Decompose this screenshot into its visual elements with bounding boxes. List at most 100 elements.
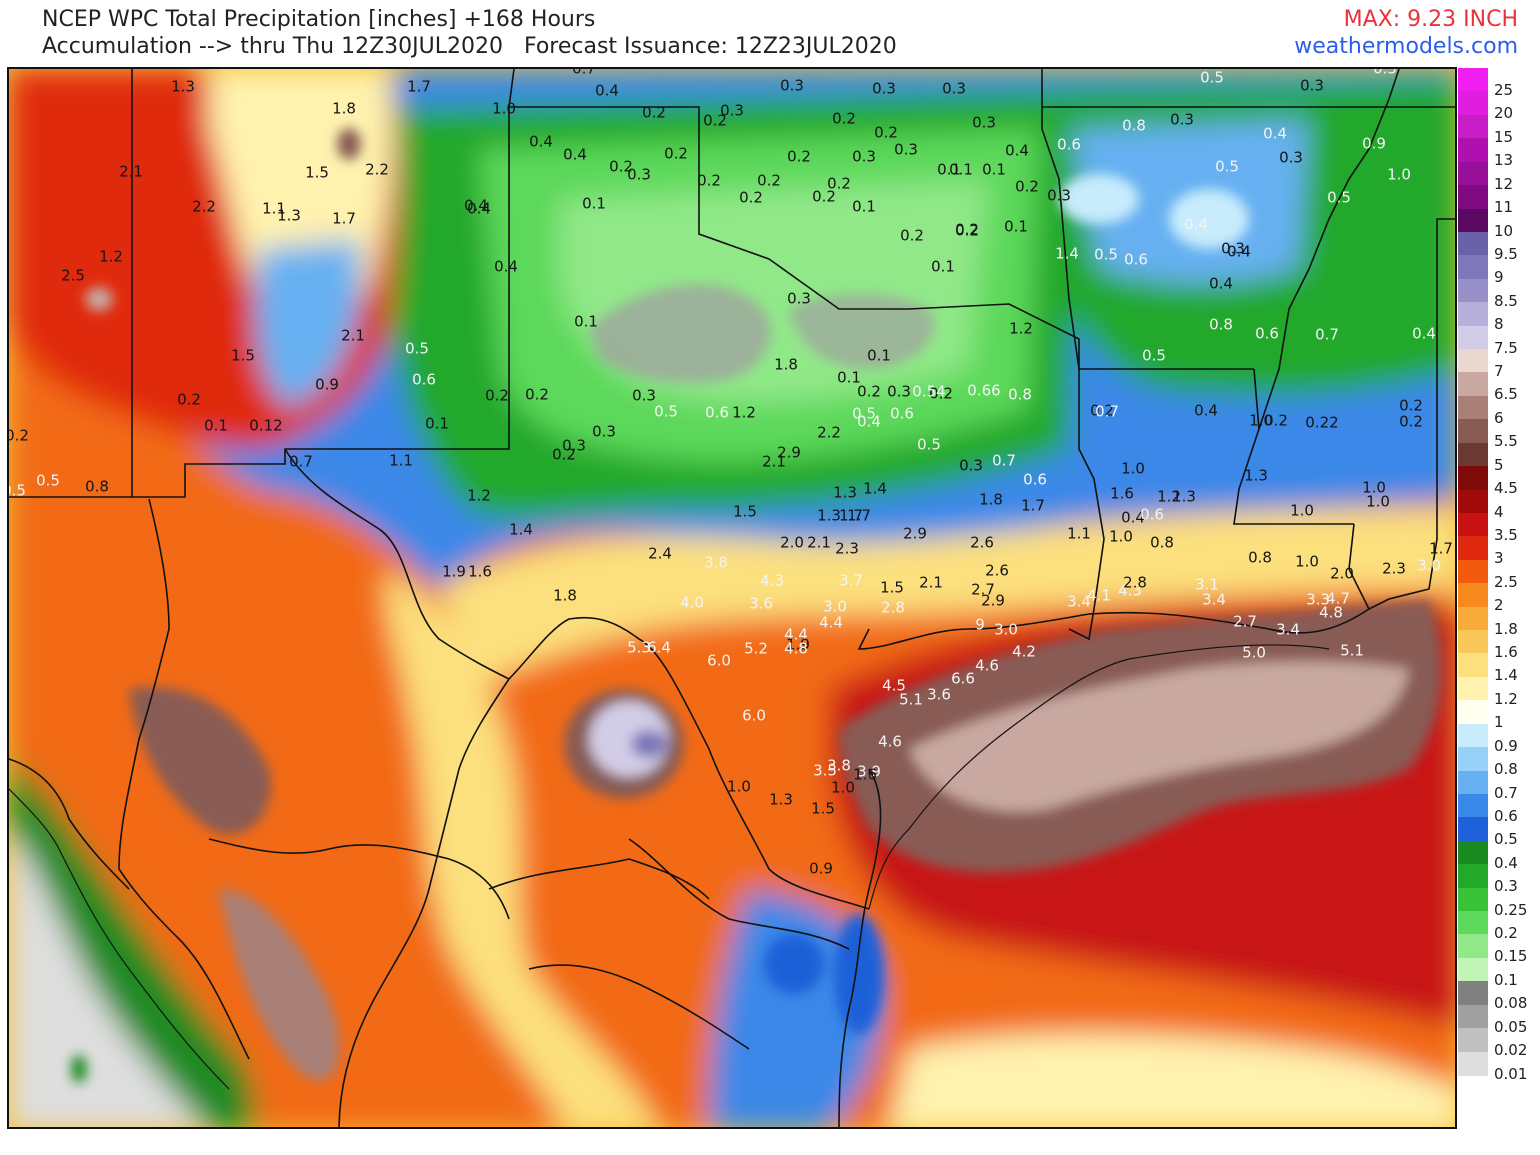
colorbar-segment (1458, 840, 1488, 865)
precip-value-label: 2.1 (341, 326, 365, 345)
colorbar-tick-label: 2 (1494, 596, 1504, 615)
precip-value-label: 5.0 (1242, 643, 1266, 662)
precip-value-label: 4.6 (878, 732, 902, 751)
precip-value-label: 0.3 (562, 436, 586, 455)
colorbar-tick-label: 0.7 (1494, 783, 1518, 802)
precip-value-label: 2.7 (971, 580, 995, 599)
precip-value-label: 1.2 (1009, 319, 1033, 338)
precip-value-label: 0.2 (697, 171, 721, 190)
precip-value-label: 2.0 (780, 533, 804, 552)
precip-value-label: 0.12 (249, 416, 283, 435)
colorbar-tick-label: 0.4 (1494, 853, 1518, 872)
precip-value-label: 0.3 (887, 382, 911, 401)
precip-value-label: 4.7 (1326, 589, 1350, 608)
precip-value-label: 1.5 (231, 346, 255, 365)
precip-value-label: 4.3 (760, 571, 784, 590)
colorbar-segment (1458, 278, 1488, 303)
colorbar-tick-label: 1.6 (1494, 643, 1518, 662)
precip-value-label: 3.5 (813, 761, 837, 780)
precip-value-label: 0.3 (959, 456, 983, 475)
precip-value-label: 0.1 (852, 197, 876, 216)
precip-value-label: 2.9 (903, 524, 927, 543)
site-link[interactable]: weathermodels.com (1294, 34, 1518, 59)
colorbar-segment (1458, 466, 1488, 491)
precip-value-label: 0.6 (1255, 324, 1279, 343)
colorbar-segment (1458, 231, 1488, 256)
precip-value-label: 1.6 (1110, 484, 1134, 503)
precip-value-label: 0.1 (1004, 217, 1028, 236)
precip-value-label: 0.2 (485, 386, 509, 405)
precip-value-label: 0.5 (917, 435, 941, 454)
precip-value-label: 0.4 (1412, 324, 1436, 343)
precip-value-label: 1.0 (1121, 459, 1145, 478)
precip-value-label: 1.4 (509, 520, 533, 539)
map-subtitle: Accumulation --> thru Thu 12Z30JUL2020 F… (42, 34, 897, 59)
colorbar-tick-label: 0.3 (1494, 877, 1518, 896)
precip-value-label: 0.4 (595, 81, 619, 100)
precip-value-label: 1.1 (262, 199, 286, 218)
precip-value-label: 0.2 (642, 103, 666, 122)
colorbar-tick-label: 12 (1494, 174, 1514, 193)
precip-value-label: 0.3 (852, 147, 876, 166)
precip-value-label: 0.2 (1264, 411, 1288, 430)
precip-value-label: 0.4 (494, 257, 518, 276)
precip-value-label: 1.0 (1387, 165, 1411, 184)
precip-value-label: 0.2 (757, 171, 781, 190)
precip-value-label: 0.2 (874, 123, 898, 142)
colorbar-tick-label: 0.5 (1494, 830, 1518, 849)
map-title: NCEP WPC Total Precipitation [inches] +1… (42, 7, 596, 32)
colorbar-tick-label: 8 (1494, 315, 1504, 334)
colorbar-segment (1458, 747, 1488, 772)
precip-value-label: 3.9 (857, 762, 881, 781)
colorbar-tick-label: 7.5 (1494, 338, 1518, 357)
precip-value-label: 0.1 (204, 416, 228, 435)
precip-value-label: 2.7 (1233, 612, 1257, 631)
precip-value-label: 0.4 (464, 196, 488, 215)
colorbar-segment (1458, 536, 1488, 561)
precip-value-label: 1.9 (786, 635, 810, 654)
colorbar-tick-label: 10 (1494, 221, 1514, 240)
precip-value-label: 1.8 (979, 490, 1003, 509)
precip-value-label: 0.7 (992, 451, 1016, 470)
colorbar-segment (1458, 723, 1488, 748)
precip-value-label: 0.2 (955, 221, 979, 240)
precip-value-label: 1.5 (880, 578, 904, 597)
precip-value-label: 1.6 (468, 562, 492, 581)
precip-value-label: 2.6 (985, 561, 1009, 580)
precip-value-label: 3.6 (927, 685, 951, 704)
precip-value-label: 0.2 (7, 426, 29, 445)
precip-value-label: 0.8 (1008, 385, 1032, 404)
precip-value-label: 2.0 (1330, 564, 1354, 583)
precip-value-label: 0.2 (787, 147, 811, 166)
colorbar-tick-label: 5.5 (1494, 432, 1518, 451)
colorbar-tick-label: 11 (1494, 198, 1514, 217)
precip-value-label: 1.7 (1429, 539, 1453, 558)
precip-value-label: 1.3 (1172, 487, 1196, 506)
colorbar-segment (1458, 138, 1488, 163)
precip-value-label: 3.1 (1195, 575, 1219, 594)
precip-value-label: 0.3 (1170, 110, 1194, 129)
precip-value-label: 0.1 (582, 194, 606, 213)
colorbar-tick-label: 0.08 (1494, 994, 1528, 1013)
precip-value-label: 2.2 (192, 197, 216, 216)
precip-value-label: 4.0 (680, 593, 704, 612)
max-precip-label: MAX: 9.23 INCH (1343, 7, 1518, 32)
precip-value-label: 0.6 (1057, 135, 1081, 154)
colorbar-tick-label: 9 (1494, 268, 1504, 287)
precip-value-label: 9 (975, 615, 985, 634)
precip-value-label: 0.9 (809, 859, 833, 878)
colorbar-segment (1458, 911, 1488, 936)
precip-value-label: 0.1 (949, 160, 973, 179)
precip-value-label: 4.2 (1012, 642, 1036, 661)
precip-value-label: 2.2 (365, 160, 389, 179)
precip-value-label: 0.9 (315, 375, 339, 394)
colorbar-segment (1458, 653, 1488, 678)
precip-value-label: 0.2 (609, 157, 633, 176)
precip-value-label: 1.7 (407, 77, 431, 96)
precip-value-label: 0.4 (1227, 242, 1251, 261)
precip-value-label: 6.0 (707, 651, 731, 670)
precip-value-label: 0.1 (425, 414, 449, 433)
precip-value-label: 5.2 (744, 639, 768, 658)
precip-value-label: 0.4 (1209, 274, 1233, 293)
precip-value-label: 0.9 (1362, 134, 1386, 153)
